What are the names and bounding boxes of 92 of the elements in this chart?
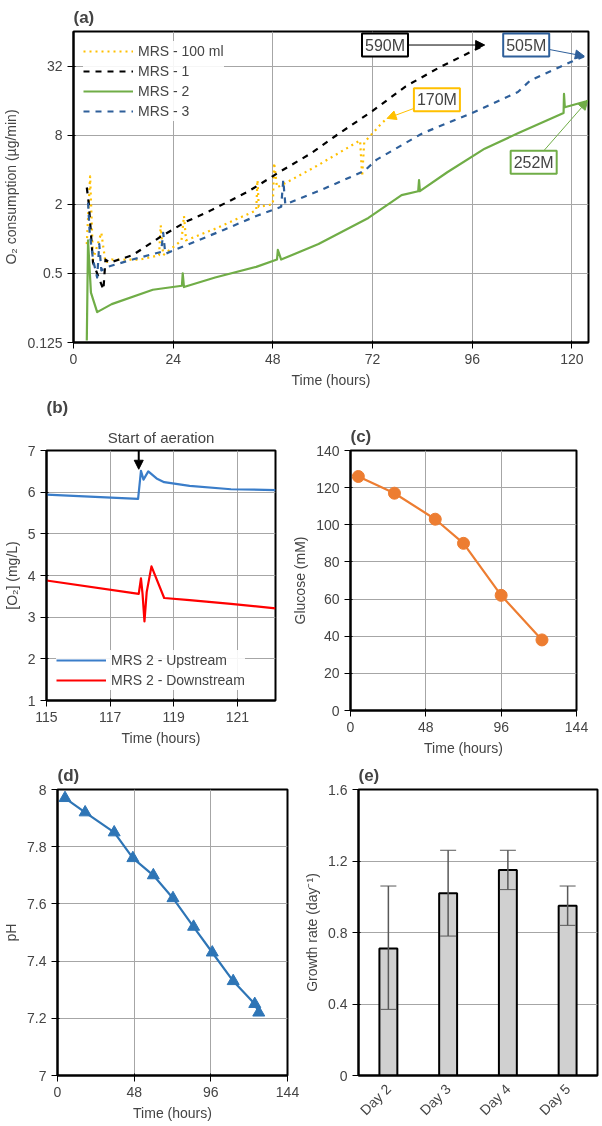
- y-tick-label: 140: [316, 442, 340, 459]
- y-axis-title: O₂ consumption (µg/min): [3, 109, 20, 265]
- chart-title: (e): [358, 765, 380, 785]
- y-tick-label: 60: [323, 591, 340, 608]
- y-tick-label: 0: [339, 1067, 348, 1084]
- y-tick-label: 2: [27, 650, 36, 667]
- x-tick-label: 117: [98, 708, 122, 725]
- y-tick-label: 0.5: [43, 265, 63, 282]
- annotation: 505M: [506, 36, 547, 54]
- y-tick-label: 0.8: [328, 924, 348, 941]
- legend-label: MRS - 100 ml: [138, 43, 224, 59]
- x-tick-label: 121: [225, 708, 250, 725]
- y-tick-label: 80: [323, 553, 340, 570]
- legend-label: MRS 2 - Downstream: [111, 672, 245, 688]
- y-tick-label: 20: [323, 665, 340, 682]
- point: [535, 633, 549, 647]
- y-tick-label: 6: [27, 484, 36, 501]
- y-tick-label: 4: [27, 567, 36, 584]
- y-tick-label: 0.4: [328, 996, 348, 1012]
- x-tick-label: 24: [165, 350, 182, 367]
- point: [146, 867, 160, 880]
- point: [351, 470, 365, 483]
- x-tick-label: Day 3: [416, 1080, 454, 1119]
- y-tick-label: 7.8: [27, 838, 47, 855]
- x-tick-label: 48: [265, 350, 281, 367]
- x-tick-label: 48: [418, 718, 434, 735]
- chart-title: (c): [350, 426, 372, 446]
- x-tick-label: 120: [560, 350, 584, 367]
- y-tick-label: 1.6: [328, 781, 348, 798]
- y-axis-title: Growth rate (day⁻¹): [304, 873, 321, 992]
- x-tick-label: 96: [493, 718, 510, 735]
- point: [58, 790, 72, 803]
- legend-label: MRS - 3: [138, 103, 190, 119]
- point: [387, 486, 401, 500]
- y-axis-title: pH: [3, 923, 20, 942]
- annotation: 590M: [364, 36, 406, 54]
- chart-title: (a): [73, 7, 95, 27]
- x-tick-label: Day 4: [476, 1080, 514, 1119]
- y-axis-title: Glucose (mM): [292, 536, 309, 625]
- y-tick-label: 1: [27, 692, 36, 709]
- x-tick-label: 0: [69, 350, 78, 367]
- x-tick-label: 115: [35, 708, 58, 725]
- y-tick-label: 120: [316, 479, 340, 496]
- annotation: 170M: [416, 91, 457, 109]
- x-axis-title: Time (hours): [121, 729, 201, 746]
- annotation: Start of aeration: [107, 428, 215, 446]
- y-tick-label: 7: [38, 1067, 47, 1084]
- legend-label: MRS 2 - Upstream: [111, 652, 227, 668]
- point: [166, 890, 180, 903]
- line-series: [46, 565, 276, 623]
- x-tick-label: Day 2: [356, 1080, 395, 1119]
- x-tick-label: 48: [126, 1083, 143, 1100]
- point: [457, 536, 470, 550]
- point: [226, 973, 240, 986]
- y-tick-label: 40: [323, 628, 340, 645]
- x-tick-label: 144: [275, 1083, 300, 1100]
- point: [494, 588, 508, 602]
- x-axis-title: Time (hours): [424, 739, 503, 756]
- chart-title: (d): [57, 765, 80, 785]
- x-tick-label: 96: [203, 1083, 219, 1100]
- point: [107, 824, 121, 837]
- y-tick-label: 1.2: [328, 853, 348, 869]
- x-tick-label: Day 5: [536, 1080, 574, 1119]
- point: [78, 804, 92, 817]
- point: [252, 1005, 266, 1017]
- y-tick-label: 100: [316, 516, 340, 533]
- y-tick-label: 7.6: [27, 895, 47, 912]
- x-axis-title: Time (hours): [291, 371, 371, 388]
- x-tick-label: 119: [162, 708, 186, 725]
- y-tick-label: 8: [38, 781, 47, 798]
- annotation: 252M: [513, 153, 554, 171]
- y-tick-label: 7.4: [27, 953, 47, 970]
- y-tick-label: 5: [27, 525, 36, 542]
- x-axis-title: Time (hours): [133, 1104, 212, 1121]
- y-tick-label: 7.2: [27, 1010, 47, 1027]
- x-tick-label: 144: [564, 718, 589, 735]
- y-axis-title: [O₂] (mg/L): [3, 541, 20, 610]
- y-tick-label: 0.125: [27, 334, 63, 351]
- y-tick-label: 8: [54, 127, 63, 144]
- y-tick-label: 2: [54, 196, 63, 213]
- chart-title: (b): [46, 397, 69, 417]
- point: [428, 512, 442, 526]
- y-tick-label: 32: [46, 58, 63, 75]
- point: [205, 945, 219, 957]
- x-tick-label: 96: [464, 350, 481, 367]
- y-tick-label: 7: [27, 442, 36, 459]
- x-tick-label: 72: [364, 350, 381, 367]
- legend-label: MRS - 1: [138, 63, 190, 79]
- point: [126, 850, 140, 863]
- legend-label: MRS - 2: [138, 83, 190, 99]
- point: [187, 919, 201, 931]
- y-tick-label: 3: [27, 609, 36, 626]
